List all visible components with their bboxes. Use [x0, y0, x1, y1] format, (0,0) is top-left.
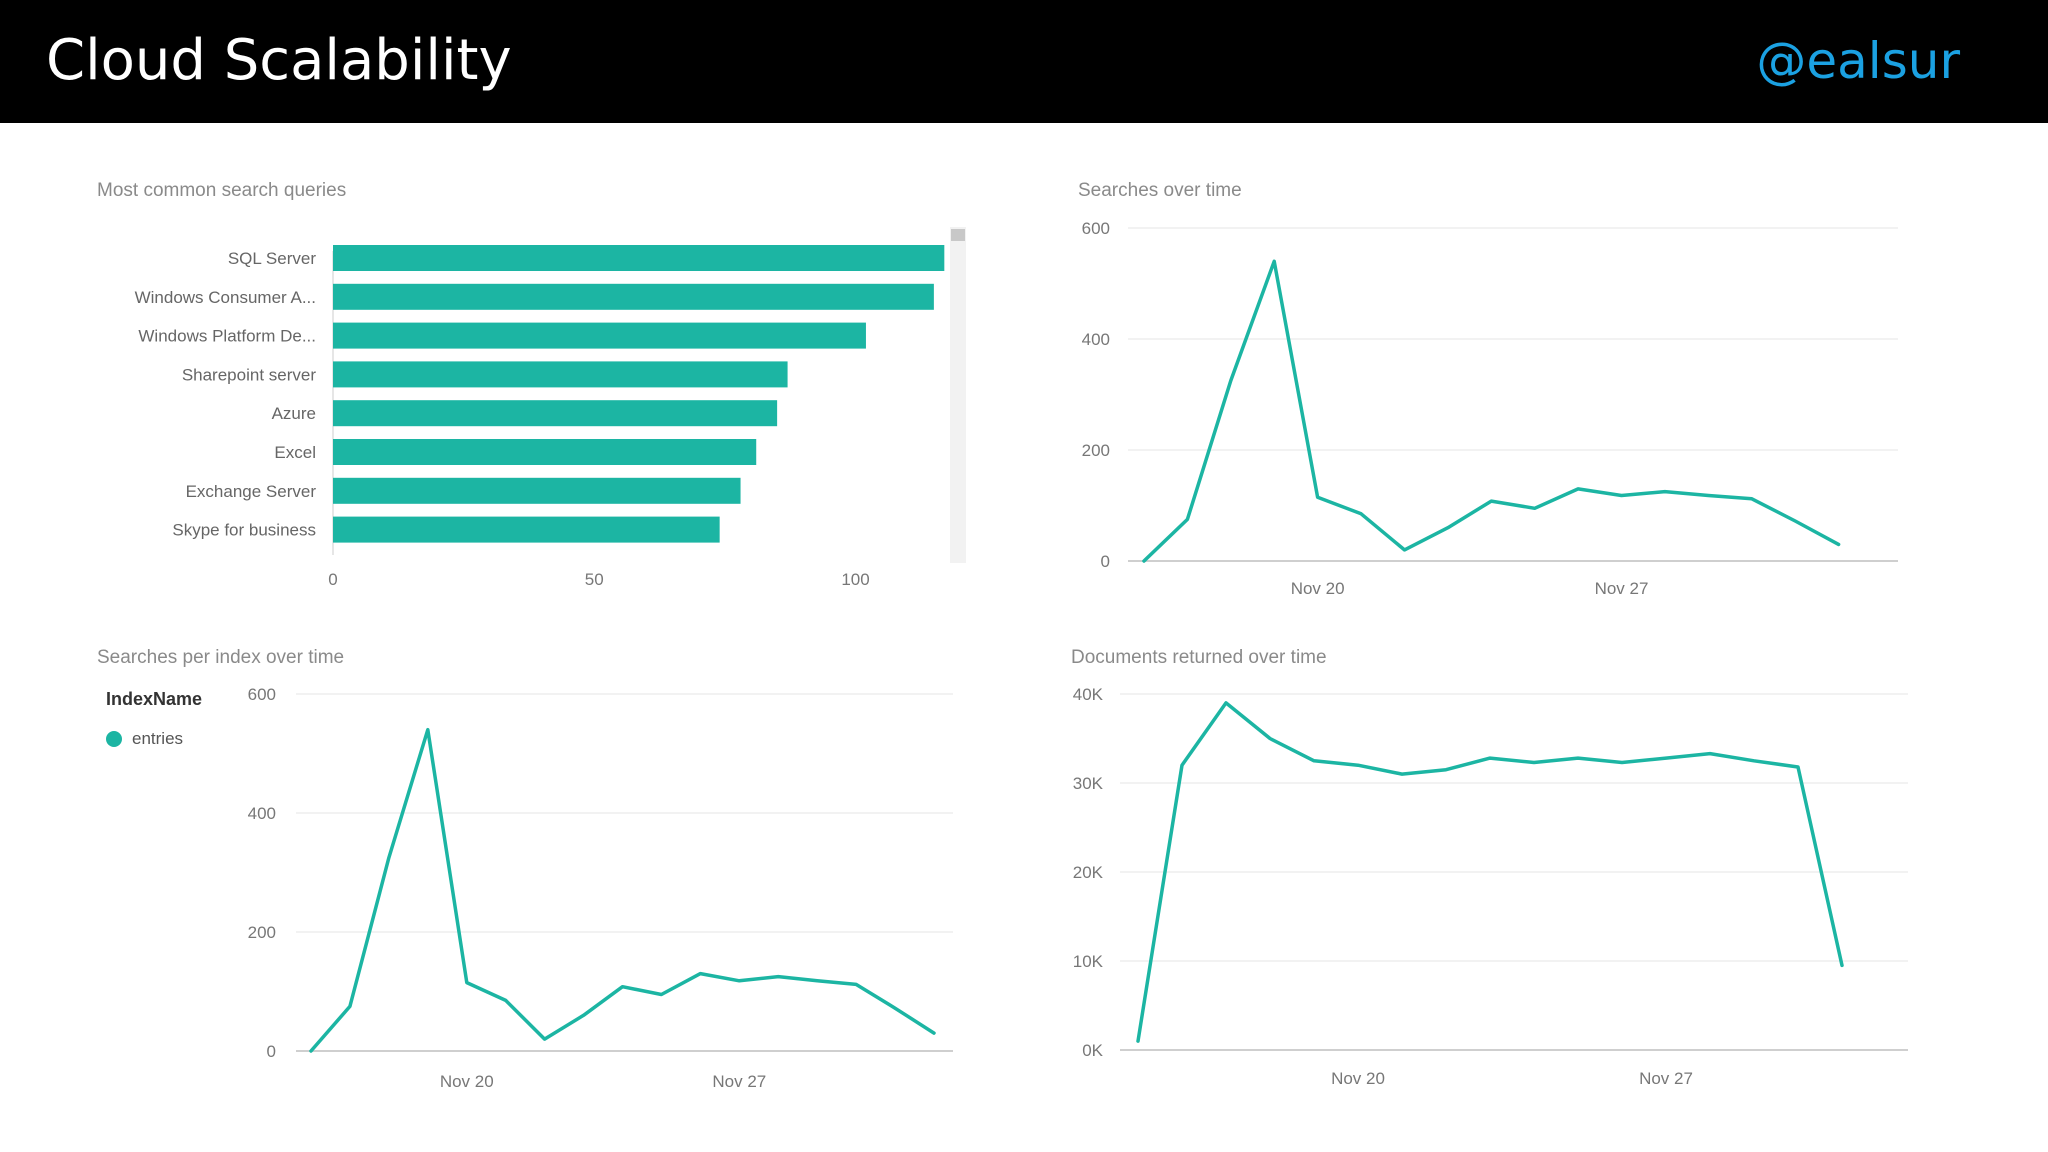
line-chart: 0 200 400 600 Nov 20 Nov 27	[248, 685, 953, 1091]
x-tick-label: Nov 20	[1331, 1069, 1385, 1088]
chart-title: Searches per index over time	[97, 647, 345, 668]
category-label: Exchange Server	[186, 482, 317, 501]
bar	[333, 439, 757, 465]
y-tick-label: 10K	[1073, 952, 1104, 971]
x-tick-label: 0	[328, 570, 337, 589]
y-tick-label: 30K	[1073, 774, 1104, 793]
bar	[333, 516, 720, 543]
y-tick-label: 400	[248, 804, 276, 823]
category-label: Windows Consumer A...	[135, 288, 316, 307]
line-chart: 0 200 400 600 Nov 20 Nov 27	[1082, 219, 1898, 598]
line-chart: 0K 10K 20K 30K 40K Nov 20 Nov 27	[1073, 685, 1908, 1088]
slide-header: Cloud Scalability @ealsur	[0, 0, 2048, 123]
bar	[333, 361, 788, 388]
documents-returned-panel: Documents returned over time 0K 10K 20K 30K…	[1000, 623, 2048, 1152]
category-label: Excel	[274, 443, 316, 462]
x-tick-label: Nov 20	[1291, 579, 1345, 598]
most-common-queries-panel: Most common search queries SQL Server Win…	[0, 123, 1000, 623]
category-label: Windows Platform De...	[138, 327, 316, 346]
series-line	[1136, 701, 1844, 1043]
legend-label: entries	[132, 729, 184, 748]
y-tick-label: 20K	[1073, 863, 1104, 882]
twitter-handle: @ealsur	[1756, 32, 1960, 90]
category-label: Azure	[272, 404, 316, 423]
y-tick-label: 600	[248, 685, 276, 704]
category-label: SQL Server	[228, 249, 317, 268]
legend-dot	[106, 731, 122, 747]
y-tick-label: 0	[267, 1042, 276, 1061]
y-tick-label: 40K	[1073, 685, 1104, 704]
legend-title: IndexName	[106, 689, 203, 709]
category-label: Skype for business	[172, 521, 316, 540]
x-tick-label: Nov 20	[440, 1072, 494, 1091]
x-tick-label: Nov 27	[1639, 1069, 1693, 1088]
x-tick-label: Nov 27	[712, 1072, 766, 1091]
y-tick-label: 0	[1101, 552, 1110, 571]
y-tick-label: 600	[1082, 219, 1110, 238]
x-tick-label: 100	[841, 570, 869, 589]
searches-over-time-panel: Searches over time 0 200 400 600 Nov 20 Nov 2…	[1000, 123, 2048, 623]
series-line	[309, 727, 936, 1053]
bar	[333, 477, 741, 504]
bar-chart: SQL Server Windows Consumer A... Windows P…	[135, 227, 966, 589]
scrollbar-track	[950, 227, 966, 563]
x-tick-label: Nov 27	[1595, 579, 1649, 598]
chart-title: Searches over time	[1078, 180, 1242, 201]
slide-title: Cloud Scalability	[46, 28, 512, 93]
y-tick-label: 200	[1082, 441, 1110, 460]
y-tick-label: 0K	[1082, 1041, 1103, 1060]
y-tick-label: 200	[248, 923, 276, 942]
category-label: Sharepoint server	[182, 365, 317, 384]
chart-title: Most common search queries	[97, 180, 347, 201]
legend-item-entries[interactable]: entries	[106, 729, 183, 749]
x-tick-label: 50	[585, 570, 604, 589]
bar	[333, 400, 778, 427]
chart-title: Documents returned over time	[1071, 647, 1327, 668]
scrollbar-thumb	[951, 229, 965, 241]
searches-per-index-panel: Searches per index over time IndexName e…	[0, 623, 1000, 1152]
y-tick-label: 400	[1082, 330, 1110, 349]
bar	[333, 322, 866, 349]
bar	[333, 283, 934, 310]
bar	[333, 245, 945, 271]
series-line	[1142, 259, 1841, 563]
